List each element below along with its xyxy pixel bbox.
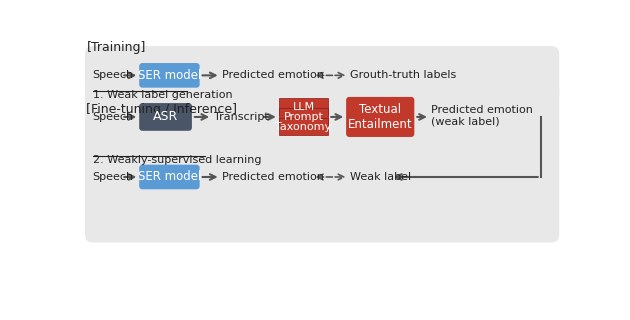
Text: Grouth-truth labels: Grouth-truth labels [350,70,456,80]
Text: Weak label: Weak label [350,172,411,182]
Text: SER model: SER model [138,171,201,183]
Bar [278,99,328,116]
FancyBboxPatch shape [346,97,415,137]
Text: 1. Weak label generation: 1. Weak label generation [93,90,232,100]
FancyBboxPatch shape [139,63,200,88]
FancyBboxPatch shape [139,103,192,131]
Text: Predicted emotion: Predicted emotion [222,70,324,80]
Bar [278,108,328,125]
Text: Prompt: Prompt [284,112,323,122]
Text: Predicted emotion: Predicted emotion [222,172,324,182]
Text: [Fine-tuning / Inference]: [Fine-tuning / Inference] [86,103,238,116]
Text: Speech: Speech [93,70,134,80]
FancyBboxPatch shape [85,46,559,101]
FancyBboxPatch shape [85,81,559,243]
Text: Transcript: Transcript [214,112,268,122]
Bar [278,118,328,135]
Text: Speech: Speech [93,172,134,182]
Text: Predicted emotion
(weak label): Predicted emotion (weak label) [432,105,533,126]
Text: ASR: ASR [153,110,178,124]
Text: LLM: LLM [292,102,314,112]
FancyBboxPatch shape [139,165,200,189]
Text: SER model: SER model [138,69,201,82]
Text: 2. Weakly-supervised learning: 2. Weakly-supervised learning [93,156,261,165]
Text: Taxonomy: Taxonomy [275,122,331,132]
Text: [Training]: [Training] [86,42,146,54]
Text: Textual
Entailment: Textual Entailment [348,103,413,131]
Text: Speech: Speech [93,112,134,122]
